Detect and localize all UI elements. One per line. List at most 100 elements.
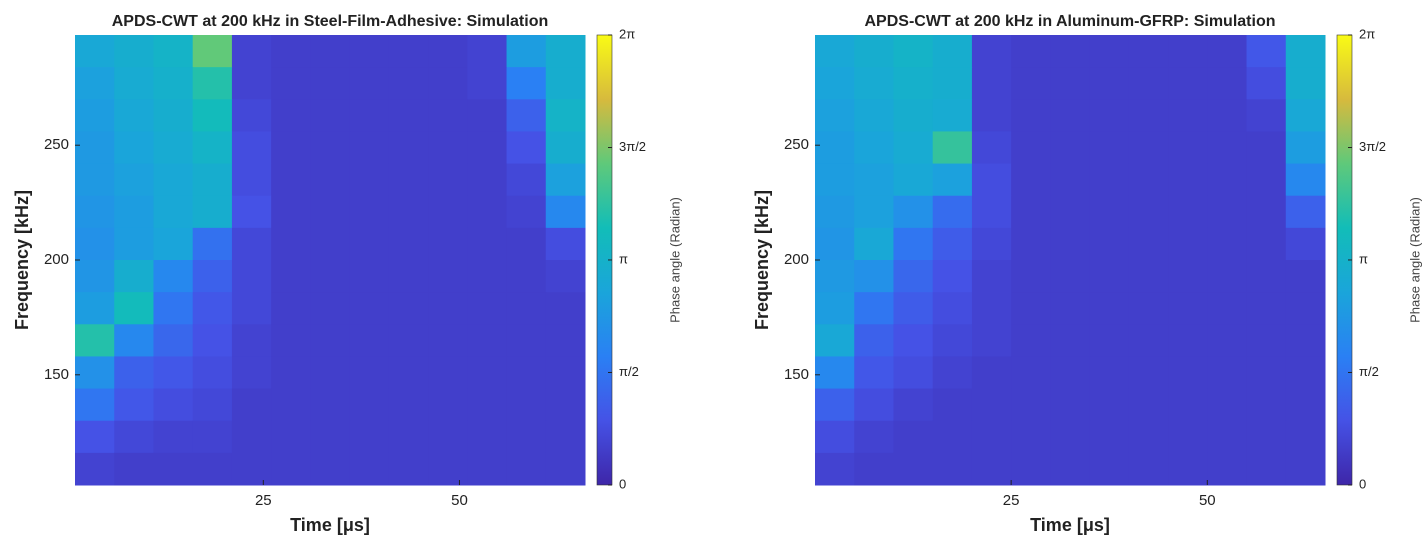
heatmap-cell [1207, 452, 1248, 486]
heatmap-cell [1246, 420, 1287, 454]
heatmap-cell [271, 324, 311, 357]
heatmap-cell [1207, 356, 1248, 390]
heatmap-cell [231, 356, 272, 390]
heatmap-cell [1128, 388, 1169, 422]
heatmap-cell [1168, 131, 1208, 165]
heatmap-cell [310, 67, 351, 100]
heatmap-cell [932, 260, 973, 293]
heatmap-cell [428, 131, 468, 165]
heatmap-cell [932, 163, 973, 197]
heatmap-cell [192, 420, 233, 454]
heatmap-cell [545, 356, 586, 390]
heatmap-cell [1011, 195, 1051, 229]
heatmap-cell [428, 195, 468, 229]
heatmap-cell [506, 260, 547, 293]
heatmap-cell [1050, 131, 1091, 165]
heatmap-cell [893, 195, 934, 229]
heatmap-cell [815, 292, 855, 325]
heatmap-cell [1285, 67, 1326, 100]
heatmap-cell [893, 131, 934, 165]
heatmap-cell [75, 131, 115, 165]
heatmap-cell [153, 260, 194, 293]
heatmap-cell [1011, 356, 1051, 390]
heatmap-cell [932, 35, 973, 68]
heatmap-cell [153, 67, 194, 100]
heatmap-cell [192, 388, 233, 422]
x-tick-label: 25 [1003, 492, 1020, 509]
heatmap-cell [192, 67, 233, 100]
heatmap-cell [349, 35, 390, 68]
heatmap-cell [467, 99, 508, 132]
heatmap-cell [388, 292, 429, 325]
colorbar-tick-label: 2π [1359, 26, 1375, 41]
heatmap-cell [1207, 227, 1248, 261]
colorbar-tick-label: π [619, 251, 628, 266]
heatmap-cell [75, 67, 115, 100]
heatmap-cell [310, 260, 351, 293]
heatmap-cell [1168, 388, 1208, 422]
heatmap-cell [192, 324, 233, 357]
heatmap-cell [75, 388, 115, 422]
heatmap-cell [310, 292, 351, 325]
heatmap-cell [1285, 227, 1326, 261]
heatmap-cell [1089, 292, 1130, 325]
heatmap-cell [310, 131, 351, 165]
heatmap-cell [192, 260, 233, 293]
heatmap-cell [854, 67, 894, 100]
heatmap-cell [1168, 260, 1208, 293]
heatmap-cell [75, 420, 115, 454]
heatmap-cell [815, 324, 855, 357]
heatmap-cell [231, 388, 272, 422]
heatmap-cell [893, 67, 934, 100]
heatmap-cell [114, 420, 154, 454]
heatmap-cell [1207, 292, 1248, 325]
heatmap-cell [1128, 292, 1169, 325]
heatmap-cell [932, 195, 973, 229]
heatmap-cell [1128, 420, 1169, 454]
heatmap-cell [271, 260, 311, 293]
heatmap-cell [428, 260, 468, 293]
heatmap-cell [153, 131, 194, 165]
heatmap-cell [349, 99, 390, 132]
heatmap-cell [75, 35, 115, 68]
heatmap-cell [1050, 388, 1091, 422]
heatmap-cell [506, 388, 547, 422]
heatmap-cell [1168, 195, 1208, 229]
heatmap-cell [1128, 163, 1169, 197]
heatmap-cell [1285, 131, 1326, 165]
heatmap-cell [428, 67, 468, 100]
heatmap-cell [114, 324, 154, 357]
heatmap-cell [349, 131, 390, 165]
heatmap-cell [971, 260, 1012, 293]
heatmap-cell [854, 324, 894, 357]
heatmap-cell [1207, 131, 1248, 165]
heatmap-cell [1246, 67, 1287, 100]
heatmap-cell [467, 163, 508, 197]
heatmap-cell [114, 67, 154, 100]
heatmap-cell [231, 260, 272, 293]
heatmap-cell [75, 260, 115, 293]
heatmap-cell [1285, 99, 1326, 132]
heatmap-cell [349, 356, 390, 390]
heatmap-cell [1089, 420, 1130, 454]
colorbar-tick-label: 0 [1359, 476, 1366, 491]
heatmap-cell [1246, 260, 1287, 293]
heatmap-cell [428, 163, 468, 197]
heatmap-cell [1011, 452, 1051, 486]
heatmap-cell [1011, 35, 1051, 68]
heatmap-cell [1168, 67, 1208, 100]
heatmap-cell [388, 260, 429, 293]
x-axis-label: Time [μs] [1030, 515, 1110, 535]
y-tick-label: 150 [784, 366, 809, 383]
heatmap-cell [310, 356, 351, 390]
heatmap-cell [1128, 131, 1169, 165]
colorbar-label: Phase angle (Radian) [667, 197, 682, 323]
heatmap-cell [192, 292, 233, 325]
heatmap-cell [349, 420, 390, 454]
heatmap-cell [1285, 452, 1326, 486]
heatmap-cell [854, 388, 894, 422]
heatmap-cell [114, 195, 154, 229]
heatmap-cell [1207, 99, 1248, 132]
heatmap-cell [545, 67, 586, 100]
heatmap-cell [506, 67, 547, 100]
